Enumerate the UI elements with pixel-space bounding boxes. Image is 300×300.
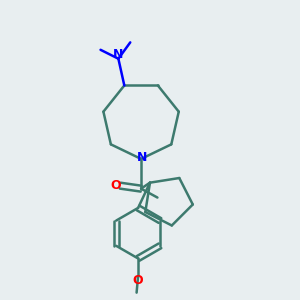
Text: N: N	[136, 151, 147, 164]
Text: O: O	[133, 274, 143, 287]
Text: O: O	[110, 179, 121, 192]
Text: N: N	[113, 48, 124, 61]
